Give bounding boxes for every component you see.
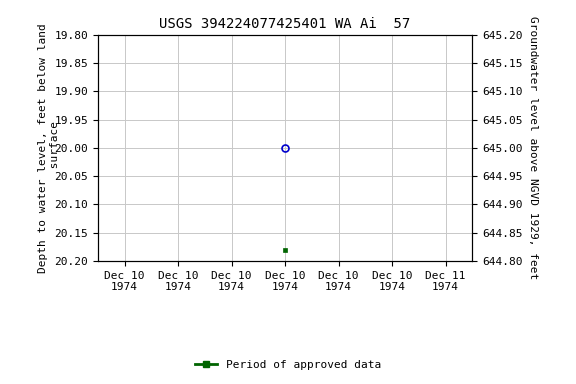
Y-axis label: Groundwater level above NGVD 1929, feet: Groundwater level above NGVD 1929, feet [528,16,538,280]
Y-axis label: Depth to water level, feet below land
 surface: Depth to water level, feet below land su… [38,23,60,273]
Legend: Period of approved data: Period of approved data [191,356,385,375]
Title: USGS 394224077425401 WA Ai  57: USGS 394224077425401 WA Ai 57 [160,17,411,31]
